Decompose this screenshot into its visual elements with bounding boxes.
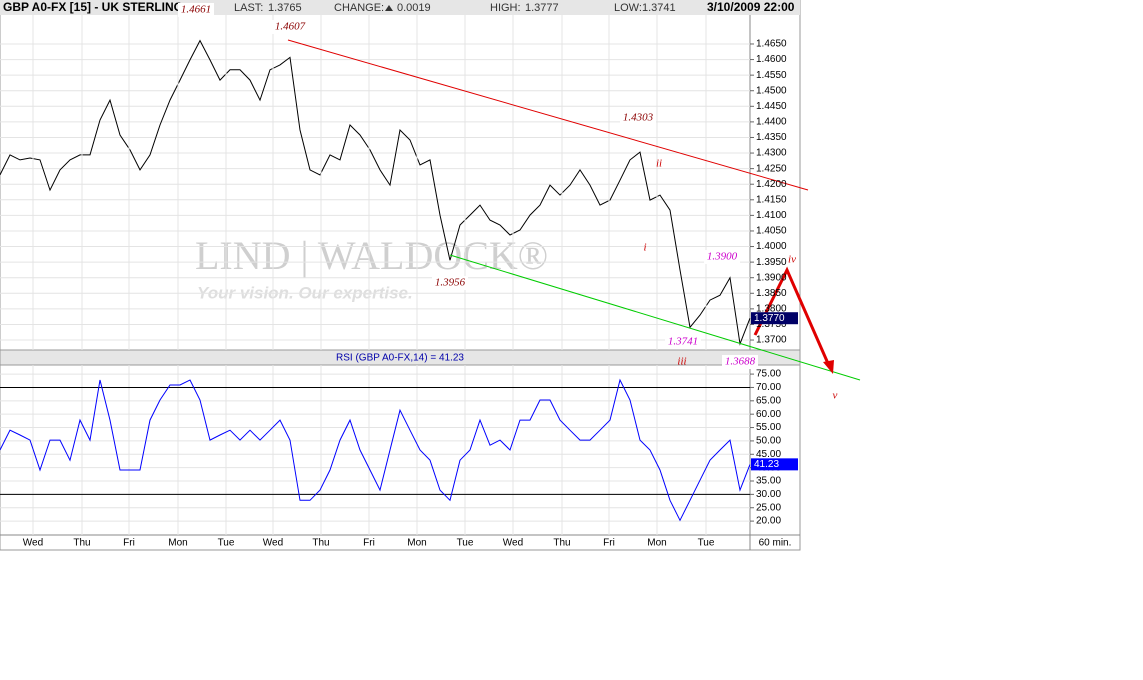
- annotation: 1.3741: [668, 336, 698, 348]
- y-tick-label: 50.00: [756, 436, 781, 447]
- annotation-box: [178, 3, 214, 17]
- annotation-box: [704, 250, 740, 264]
- y-tick-label: 65.00: [756, 395, 781, 406]
- y-tick-label: 1.3700: [756, 335, 787, 346]
- change-arrow: [385, 5, 393, 11]
- wave-arrowhead: [823, 360, 834, 374]
- last-value: 1.3765: [268, 2, 302, 14]
- y-tick-label: 55.00: [756, 422, 781, 433]
- current-value-label: 41.23: [754, 459, 779, 470]
- y-tick-label: 1.4300: [756, 148, 787, 159]
- annotation: iv: [788, 254, 796, 266]
- y-tick-label: 1.3950: [756, 257, 787, 268]
- x-tick-label: Wed: [263, 538, 283, 549]
- annotation-box: [665, 335, 701, 349]
- panel-title: RSI (GBP A0-FX,14) = 41.23: [336, 353, 464, 364]
- current-value-tag: [751, 458, 798, 471]
- y-tick-label: 20.00: [756, 516, 781, 527]
- low-label: LOW:: [614, 2, 642, 14]
- annotation-box: [620, 111, 656, 125]
- current-value-tag: [751, 312, 798, 325]
- y-tick-label: 1.4450: [756, 101, 787, 112]
- annotation: 1.4303: [623, 112, 654, 124]
- y-tick-label: 75.00: [756, 369, 781, 380]
- y-tick-label: 1.4250: [756, 163, 787, 174]
- chart-frame: [0, 0, 801, 551]
- y-tick-label: 1.4100: [756, 210, 787, 221]
- x-tick-label: Mon: [407, 538, 426, 549]
- change-value: 0.0019: [397, 2, 431, 14]
- y-tick-label: 1.4350: [756, 132, 787, 143]
- high-label: HIGH:: [490, 2, 521, 14]
- x-tick-label: Thu: [312, 538, 329, 549]
- price-line: [0, 378, 751, 522]
- x-tick-label: Thu: [553, 538, 570, 549]
- annotation-box: [432, 276, 468, 290]
- y-tick-label: 1.4400: [756, 117, 787, 128]
- watermark-brand: LIND | WALDOCK®: [195, 233, 548, 278]
- annotation: 1.3956: [435, 277, 466, 289]
- change-label: CHANGE:: [334, 2, 384, 14]
- y-tick-label: 1.4600: [756, 54, 787, 65]
- annotation: ii: [656, 158, 662, 170]
- annotation: 1.4661: [181, 4, 211, 16]
- y-tick-label: 70.00: [756, 382, 781, 393]
- y-tick-label: 1.4550: [756, 70, 787, 81]
- x-tick-label: Tue: [698, 538, 715, 549]
- y-tick-label: 1.3900: [756, 272, 787, 283]
- symbol: GBP A0-FX [15] - UK STERLING: [3, 0, 183, 14]
- y-tick-label: 60.00: [756, 409, 781, 420]
- x-tick-label: Fri: [363, 538, 375, 549]
- y-tick-label: 1.3800: [756, 304, 787, 315]
- upper-trendline: [287, 39, 809, 191]
- annotation: v: [833, 390, 838, 402]
- high-value: 1.3777: [525, 2, 559, 14]
- y-tick-label: 1.4000: [756, 241, 787, 252]
- current-value-label: 1.3770: [754, 313, 785, 324]
- x-tick-label: Tue: [457, 538, 474, 549]
- y-tick-label: 1.4150: [756, 194, 787, 205]
- x-unit-label: 60 min.: [759, 538, 792, 549]
- x-tick-label: Mon: [647, 538, 666, 549]
- x-tick-label: Thu: [73, 538, 90, 549]
- x-tick-label: Tue: [218, 538, 235, 549]
- x-tick-label: Fri: [123, 538, 135, 549]
- low-value: 1.3741: [642, 2, 676, 14]
- rsi-header-bar: [0, 349, 801, 366]
- lower-trendline: [449, 254, 861, 381]
- annotation: iii: [677, 356, 686, 368]
- annotation-box: [722, 355, 758, 369]
- annotation: 1.4607: [275, 21, 306, 33]
- y-tick-label: 30.00: [756, 489, 781, 500]
- x-tick-label: Wed: [503, 538, 523, 549]
- y-tick-label: 1.3850: [756, 288, 787, 299]
- y-tick-label: 35.00: [756, 476, 781, 487]
- x-tick-label: Mon: [168, 538, 187, 549]
- annotation: 1.3688: [725, 356, 756, 368]
- last-label: LAST:: [234, 2, 263, 14]
- y-tick-label: 1.3750: [756, 319, 787, 330]
- datetime: 3/10/2009 22:00: [707, 0, 795, 14]
- y-tick-label: 1.4500: [756, 85, 787, 96]
- labels: 1.3700 1.3750 1.3800 1.3850 1.3900 1.3950 1.40…: [23, 3, 838, 549]
- y-tick-label: 1.4650: [756, 39, 787, 50]
- y-tick-label: 25.00: [756, 502, 781, 513]
- y-tick-label: 1.4050: [756, 226, 787, 237]
- y-tick-label: 1.4200: [756, 179, 787, 190]
- annotation: 1.3900: [707, 251, 738, 263]
- x-tick-label: Fri: [603, 538, 615, 549]
- annotation: i: [643, 242, 646, 254]
- x-tick-label: Wed: [23, 538, 43, 549]
- price-line: [0, 39, 751, 346]
- y-tick-label: 45.00: [756, 449, 781, 460]
- annotation-box: [272, 20, 308, 34]
